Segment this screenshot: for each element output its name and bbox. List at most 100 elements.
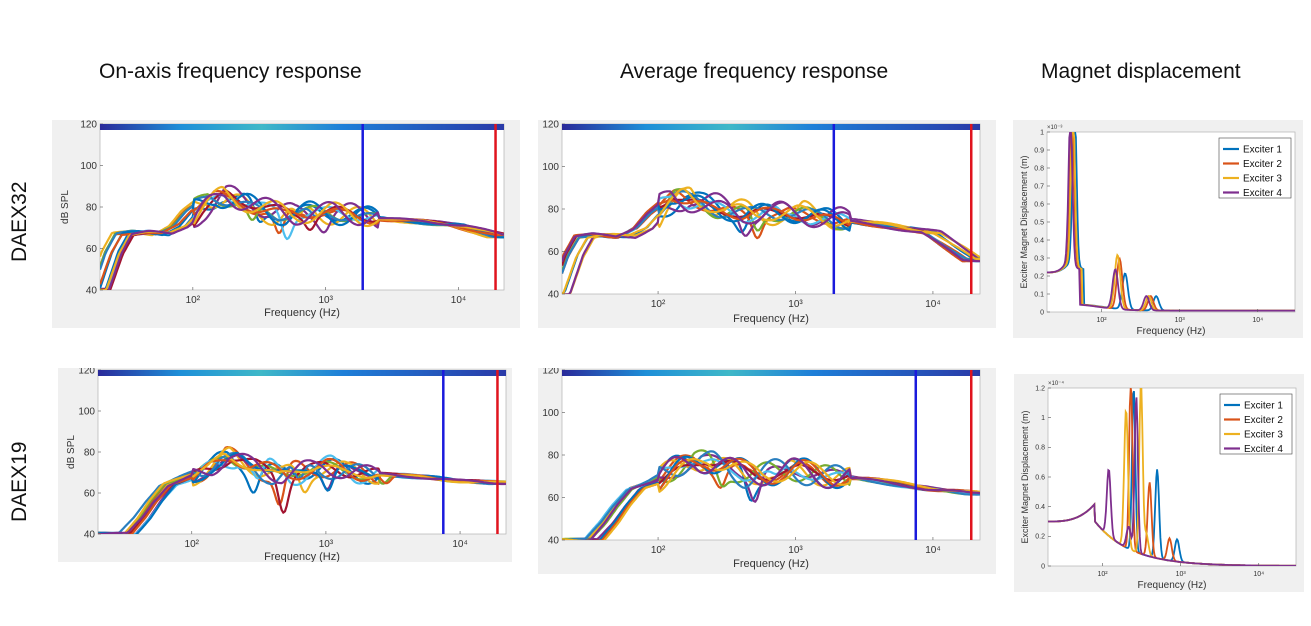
plot-group bbox=[100, 184, 504, 290]
y-tick-label: 0 bbox=[1040, 309, 1044, 316]
x-tick-label: 10² bbox=[185, 539, 200, 550]
y-tick-label: 1 bbox=[1041, 415, 1045, 422]
series-line-12 bbox=[562, 190, 980, 263]
chart-daex32-magnet: 0 0.1 0.2 0.3 0.4 0.5 0.6 0.7 0.8 0.9 1 10² 10³ 10⁴ Fr… bbox=[1013, 120, 1303, 338]
legend-label-4: Exciter 4 bbox=[1244, 444, 1283, 455]
plot-area bbox=[97, 369, 507, 535]
x-tick-label: 10⁴ bbox=[925, 299, 940, 310]
legend-label-2: Exciter 2 bbox=[1244, 415, 1283, 426]
y-tick-label: 0.8 bbox=[1034, 165, 1044, 172]
top-color-band bbox=[100, 124, 504, 130]
y-tick-label: 60 bbox=[548, 247, 560, 258]
chart-daex32-average: 40 60 80 100 120 10² 10³ 10⁴ Frequency (Hz) bbox=[538, 120, 996, 328]
series-line-9 bbox=[98, 451, 506, 534]
x-axis-label: Frequency (Hz) bbox=[1137, 326, 1206, 337]
x-tick-label: 10² bbox=[1097, 317, 1108, 324]
y-tick-label: 40 bbox=[548, 535, 560, 546]
x-axis-label: Frequency (Hz) bbox=[733, 313, 809, 325]
legend-label-1: Exciter 1 bbox=[1243, 145, 1282, 156]
legend-label-4: Exciter 4 bbox=[1243, 188, 1282, 199]
x-tick-label: 10³ bbox=[1175, 317, 1186, 324]
x-tick-label: 10² bbox=[651, 545, 666, 556]
legend-label-1: Exciter 1 bbox=[1244, 401, 1283, 412]
x-tick-label: 10³ bbox=[788, 545, 803, 556]
row-label-daex19: DAEX19 bbox=[8, 441, 31, 522]
x-tick-label: 10² bbox=[186, 295, 201, 306]
y-tick-label: 80 bbox=[548, 204, 560, 215]
top-color-band bbox=[562, 370, 980, 376]
y-tick-label: 0.6 bbox=[1035, 474, 1045, 481]
y-axis-label: dB SPL bbox=[66, 435, 77, 469]
x-tick-label: 10² bbox=[1098, 571, 1109, 578]
series-line-12 bbox=[100, 192, 504, 290]
y-tick-label: 0.2 bbox=[1034, 273, 1044, 280]
y-axis-label: Exciter Magnet Displacement (m) bbox=[1019, 155, 1029, 288]
x-tick-label: 10³ bbox=[1176, 571, 1187, 578]
legend-label-2: Exciter 2 bbox=[1243, 159, 1282, 170]
y-tick-label: 60 bbox=[548, 493, 560, 504]
plot-group bbox=[562, 186, 980, 294]
x-axis-label: Frequency (Hz) bbox=[264, 307, 340, 319]
y-axis-label: dB SPL bbox=[60, 190, 71, 224]
plot-group bbox=[1047, 132, 1295, 312]
series-line-11 bbox=[562, 187, 980, 294]
y-tick-label: 120 bbox=[542, 368, 559, 376]
x-axis-label: Frequency (Hz) bbox=[733, 558, 809, 570]
y-tick-label: 1 bbox=[1040, 129, 1044, 136]
y-tick-label: 0.8 bbox=[1035, 445, 1045, 452]
y-tick-label: 120 bbox=[542, 120, 559, 130]
x-tick-label: 10³ bbox=[319, 539, 334, 550]
y-tick-label: 100 bbox=[80, 161, 97, 172]
y-axis-label: Exciter Magnet Displacement (m) bbox=[1020, 410, 1030, 543]
y-tick-label: 60 bbox=[84, 488, 96, 499]
y-scale-label: ×10⁻⁴ bbox=[1048, 380, 1064, 387]
series-line-12 bbox=[562, 455, 980, 540]
y-tick-label: 40 bbox=[84, 529, 96, 540]
y-tick-label: 100 bbox=[78, 406, 95, 417]
y-tick-label: 0.3 bbox=[1034, 255, 1044, 262]
series-line-4 bbox=[1048, 397, 1296, 566]
x-tick-label: 10² bbox=[651, 299, 666, 310]
y-tick-label: 60 bbox=[86, 244, 98, 255]
plot-area bbox=[561, 369, 981, 541]
x-axis-label: Frequency (Hz) bbox=[1138, 580, 1207, 591]
chart-daex19-magnet: 0 0.2 0.4 0.6 0.8 1 1.2 10² 10³ 10⁴ Frequency (Hz)… bbox=[1014, 374, 1304, 592]
y-tick-label: 0.2 bbox=[1035, 534, 1045, 541]
y-tick-label: 0 bbox=[1041, 563, 1045, 570]
series-line-12 bbox=[98, 452, 506, 534]
y-tick-label: 40 bbox=[548, 289, 560, 300]
chart-daex19-onaxis: 40 60 80 100 120 10² 10³ 10⁴ Frequency (Hz) dB SP… bbox=[58, 368, 512, 562]
y-scale-label: ×10⁻³ bbox=[1047, 125, 1062, 131]
y-tick-label: 80 bbox=[84, 447, 96, 458]
y-tick-label: 0.1 bbox=[1034, 291, 1044, 298]
y-tick-label: 0.5 bbox=[1034, 219, 1044, 226]
chart-daex32-onaxis: 40 60 80 100 120 10² 10³ 10⁴ Frequency (Hz) dB SP… bbox=[52, 120, 520, 328]
legend-label-3: Exciter 3 bbox=[1244, 430, 1283, 441]
row-label-daex32: DAEX32 bbox=[8, 181, 31, 262]
y-tick-label: 0.9 bbox=[1034, 147, 1044, 154]
top-color-band bbox=[562, 124, 980, 130]
y-tick-label: 100 bbox=[542, 408, 559, 419]
x-tick-label: 10⁴ bbox=[451, 295, 466, 306]
y-tick-label: 1.2 bbox=[1035, 385, 1045, 392]
column-title-average: Average frequency response bbox=[620, 60, 889, 83]
y-tick-label: 0.7 bbox=[1034, 183, 1044, 190]
plot-group bbox=[98, 446, 506, 534]
x-tick-label: 10⁴ bbox=[925, 545, 940, 556]
x-axis-label: Frequency (Hz) bbox=[264, 551, 340, 562]
y-tick-label: 0.4 bbox=[1035, 504, 1045, 511]
x-tick-label: 10⁴ bbox=[1252, 317, 1263, 324]
y-tick-label: 0.4 bbox=[1034, 237, 1044, 244]
x-tick-label: 10⁴ bbox=[452, 539, 467, 550]
plot-group bbox=[562, 449, 980, 540]
legend-label-3: Exciter 3 bbox=[1243, 174, 1282, 185]
series-line-4 bbox=[1047, 132, 1295, 312]
plot-group bbox=[1048, 388, 1296, 566]
column-title-magnet: Magnet displacement bbox=[1041, 60, 1241, 83]
y-tick-label: 120 bbox=[80, 120, 97, 130]
top-color-band bbox=[98, 370, 506, 376]
x-tick-label: 10⁴ bbox=[1253, 571, 1264, 578]
y-tick-label: 120 bbox=[78, 368, 95, 376]
y-tick-label: 80 bbox=[548, 450, 560, 461]
y-tick-label: 0.6 bbox=[1034, 201, 1044, 208]
